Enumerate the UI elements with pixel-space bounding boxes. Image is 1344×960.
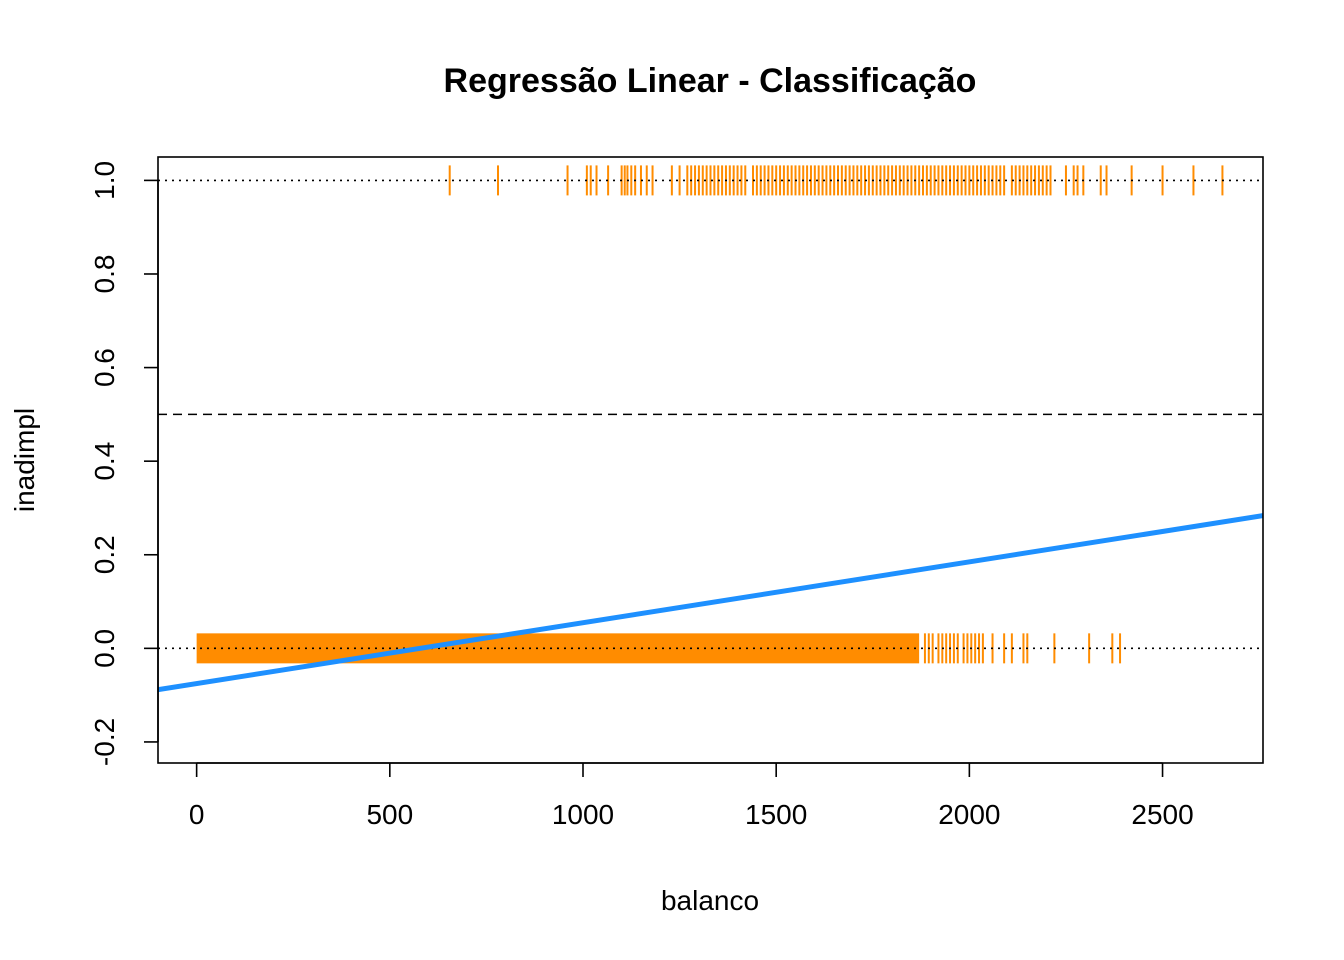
y-tick-label: 0.4 bbox=[89, 442, 120, 481]
y-tick-label: 0.8 bbox=[89, 255, 120, 294]
x-tick-label: 500 bbox=[366, 799, 413, 830]
chart-title: Regressão Linear - Classificação bbox=[444, 62, 977, 100]
x-tick-label: 1500 bbox=[745, 799, 807, 830]
y-tick-label: -0.2 bbox=[89, 718, 120, 766]
regression-line bbox=[158, 513, 1263, 693]
y-tick-label: 0.2 bbox=[89, 535, 120, 574]
y-tick-label: 0.6 bbox=[89, 348, 120, 387]
y-tick-label: 1.0 bbox=[89, 161, 120, 200]
x-tick-label: 2500 bbox=[1131, 799, 1193, 830]
y-axis-label: inadimpl bbox=[9, 408, 40, 512]
x-tick-label: 2000 bbox=[938, 799, 1000, 830]
axes: 0 500 1000 1500 2000 2500 -0.2 0.0 0.2 0.4 0.6 0.8 1… bbox=[89, 156, 1264, 830]
x-axis-label: balanco bbox=[661, 885, 759, 916]
x-tick-label: 1000 bbox=[552, 799, 614, 830]
plot-frame bbox=[157, 156, 1264, 764]
y-tick-label: 0.0 bbox=[89, 629, 120, 668]
x-tick-label: 0 bbox=[189, 799, 205, 830]
plot-area bbox=[158, 165, 1263, 693]
